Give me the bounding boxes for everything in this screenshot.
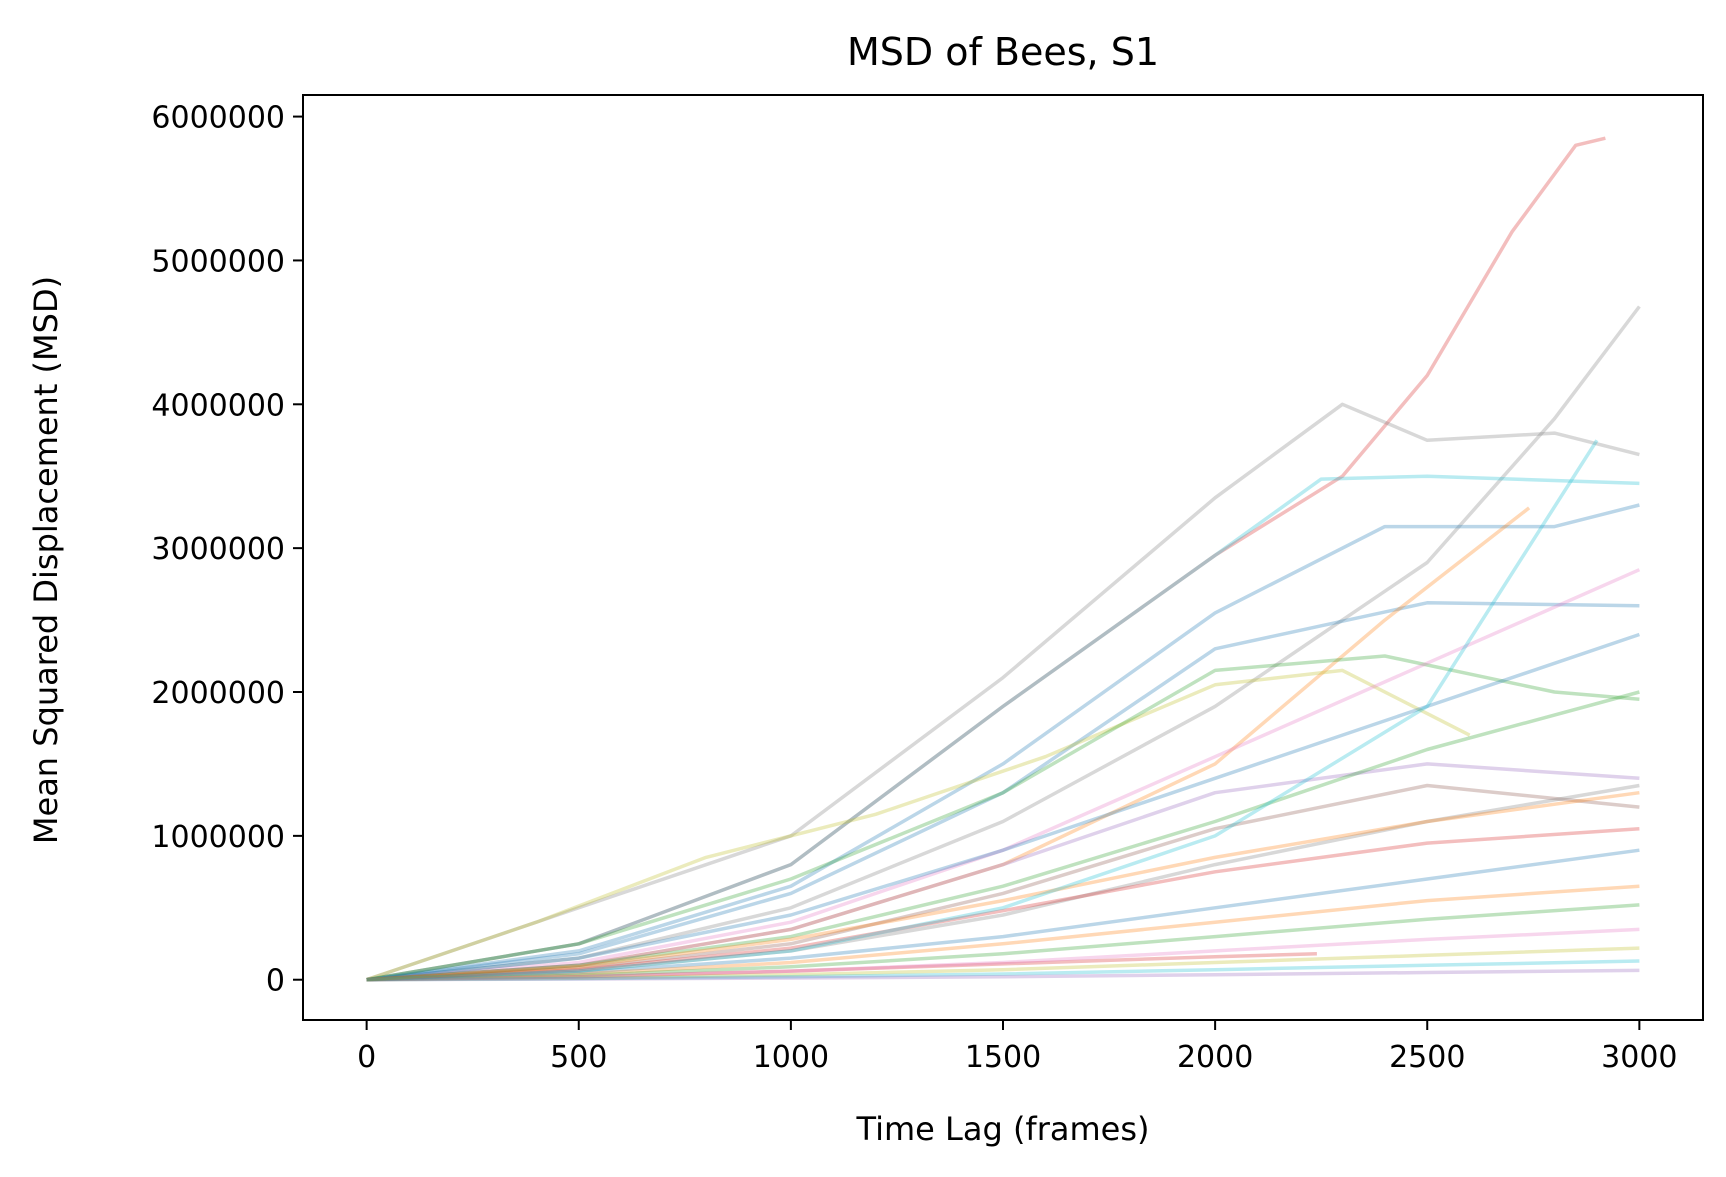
msd-series-line-25 (366, 790, 1640, 982)
msd-series-line-18 (366, 946, 1640, 982)
msd-series-line-5 (366, 503, 1640, 982)
x-axis-label: Time Lag (frames) (856, 1110, 1150, 1148)
msd-series-line-4 (366, 474, 1640, 982)
msd-series-line-16 (366, 903, 1640, 982)
x-tick-label: 1500 (965, 1040, 1041, 1075)
msd-series-line-19 (366, 959, 1640, 982)
y-tick-label: 3000000 (151, 532, 285, 567)
msd-series-line-1 (366, 136, 1606, 982)
chart-title: MSD of Bees, S1 (847, 30, 1159, 74)
msd-series-line-14 (366, 848, 1640, 982)
msd-series-line-7 (366, 506, 1531, 982)
msd-series-line-22 (366, 632, 1640, 982)
msd-series-line-12 (366, 783, 1640, 982)
msd-series-line-21 (366, 783, 1640, 982)
msd-series-line-9 (366, 654, 1640, 982)
y-tick-label: 4000000 (151, 388, 285, 423)
y-axis-label: Mean Squared Displacement (MSD) (27, 276, 65, 844)
msd-series-line-26 (366, 439, 1599, 982)
msd-series-line-11 (366, 762, 1640, 982)
msd-series-line-23 (366, 826, 1640, 982)
y-tick-label: 0 (266, 964, 285, 999)
y-tick-label: 5000000 (151, 244, 285, 279)
y-tick-label: 6000000 (151, 101, 285, 136)
x-tick-label: 2500 (1389, 1040, 1465, 1075)
msd-series-line-3 (366, 305, 1641, 982)
msd-series-line-15 (366, 884, 1640, 982)
msd-series-line-8 (366, 668, 1471, 982)
axes-layer: 0 500 1000 1500 2000 2500 3000 0 1000000 2000000 3… (151, 94, 1704, 1075)
y-tick-label: 2000000 (151, 676, 285, 711)
msd-series-line-24 (366, 690, 1640, 982)
msd-series-line-6 (366, 601, 1640, 982)
series-layer (366, 136, 1641, 982)
x-tick-label: 500 (550, 1040, 607, 1075)
msd-series-line-13 (366, 952, 1317, 982)
msd-series-line-20 (366, 968, 1640, 982)
msd-series-line-2 (366, 402, 1640, 982)
y-tick-label: 1000000 (151, 820, 285, 855)
msd-series-line-17 (366, 927, 1640, 982)
msd-series-line-10 (366, 568, 1641, 982)
x-tick-label: 1000 (753, 1040, 829, 1075)
x-tick-label: 2000 (1177, 1040, 1253, 1075)
x-tick-label: 3000 (1601, 1040, 1677, 1075)
x-tick-label: 0 (357, 1040, 376, 1075)
